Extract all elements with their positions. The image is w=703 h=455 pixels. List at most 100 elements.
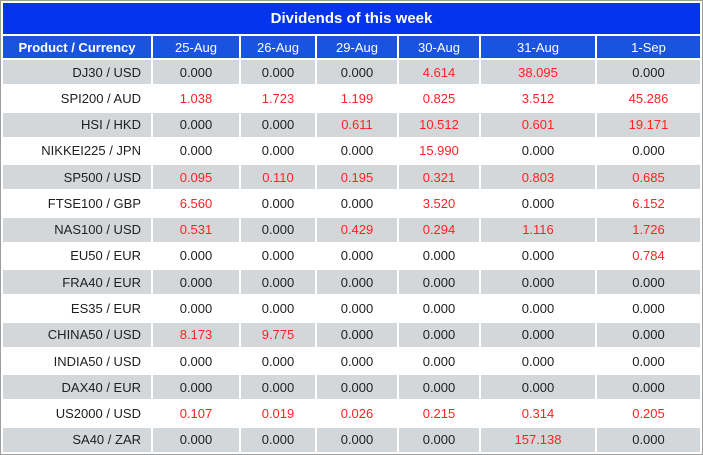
value-cell: 0.000: [481, 243, 595, 269]
value-cell: 0.000: [317, 60, 397, 85]
value-cell: 0.000: [597, 375, 700, 400]
table-row: FTSE100 / GBP 6.560 0.000 0.000 3.520 0.000 6.…: [3, 191, 700, 216]
value-cell: 0.294: [399, 217, 479, 242]
value-cell: 0.205: [597, 401, 700, 426]
product-cell: FRA40 / EUR: [3, 270, 151, 295]
value-cell: 4.614: [399, 60, 479, 85]
value-cell: 0.000: [153, 375, 239, 400]
value-cell: 0.825: [399, 86, 479, 111]
value-cell: 0.000: [241, 296, 315, 321]
value-cell: 0.000: [153, 60, 239, 85]
value-cell: 0.000: [399, 296, 479, 321]
value-cell: 0.000: [481, 138, 595, 164]
value-cell: 3.520: [399, 191, 479, 216]
value-cell: 0.000: [153, 243, 239, 269]
value-cell: 0.000: [597, 427, 700, 452]
value-cell: 0.000: [597, 138, 700, 164]
value-cell: 0.000: [317, 191, 397, 216]
value-cell: 0.000: [481, 348, 595, 374]
value-cell: 0.611: [317, 112, 397, 137]
value-cell: 9.775: [241, 322, 315, 347]
value-cell: 0.000: [241, 60, 315, 85]
value-cell: 0.000: [317, 243, 397, 269]
product-cell: DAX40 / EUR: [3, 375, 151, 400]
value-cell: 0.000: [399, 243, 479, 269]
value-cell: 0.000: [481, 191, 595, 216]
value-cell: 0.000: [153, 270, 239, 295]
value-cell: 0.000: [481, 375, 595, 400]
value-cell: 0.784: [597, 243, 700, 269]
date-column-header: 31-Aug: [481, 36, 595, 58]
value-cell: 0.000: [399, 270, 479, 295]
value-cell: 0.000: [597, 60, 700, 85]
value-cell: 0.803: [481, 165, 595, 190]
value-cell: 0.000: [317, 296, 397, 321]
value-cell: 0.000: [597, 270, 700, 295]
value-cell: 0.000: [399, 348, 479, 374]
value-cell: 0.000: [241, 243, 315, 269]
value-cell: 1.116: [481, 217, 595, 242]
table-row: ES35 / EUR 0.000 0.000 0.000 0.000 0.000 0.000: [3, 296, 700, 321]
value-cell: 0.000: [317, 375, 397, 400]
value-cell: 0.000: [153, 348, 239, 374]
product-cell: NIKKEI225 / JPN: [3, 138, 151, 164]
value-cell: 0.000: [241, 191, 315, 216]
value-cell: 1.199: [317, 86, 397, 111]
table-row: NAS100 / USD 0.531 0.000 0.429 0.294 1.116 1.7…: [3, 217, 700, 242]
value-cell: 0.000: [153, 296, 239, 321]
table-row: HSI / HKD 0.000 0.000 0.611 10.512 0.601 19.17…: [3, 112, 700, 137]
value-cell: 0.000: [241, 138, 315, 164]
value-cell: 0.095: [153, 165, 239, 190]
product-cell: SP500 / USD: [3, 165, 151, 190]
value-cell: 0.000: [153, 138, 239, 164]
value-cell: 0.215: [399, 401, 479, 426]
value-cell: 0.000: [317, 322, 397, 347]
column-header-row: Product / Currency 25-Aug 26-Aug 29-Aug 30-A…: [3, 36, 700, 58]
table-row: FRA40 / EUR 0.000 0.000 0.000 0.000 0.000 0.00…: [3, 270, 700, 295]
table-row: DAX40 / EUR 0.000 0.000 0.000 0.000 0.000 0.00…: [3, 375, 700, 400]
value-cell: 6.152: [597, 191, 700, 216]
table-row: US2000 / USD 0.107 0.019 0.026 0.215 0.314 0.2…: [3, 401, 700, 426]
value-cell: 0.000: [317, 270, 397, 295]
value-cell: 0.000: [481, 322, 595, 347]
table-row: CHINA50 / USD 8.173 9.775 0.000 0.000 0.000 0.…: [3, 322, 700, 347]
product-cell: US2000 / USD: [3, 401, 151, 426]
value-cell: 0.000: [241, 348, 315, 374]
value-cell: 0.321: [399, 165, 479, 190]
value-cell: 0.000: [481, 296, 595, 321]
product-cell: FTSE100 / GBP: [3, 191, 151, 216]
value-cell: 0.000: [241, 217, 315, 242]
value-cell: 0.000: [153, 427, 239, 452]
value-cell: 10.512: [399, 112, 479, 137]
value-cell: 0.110: [241, 165, 315, 190]
value-cell: 1.726: [597, 217, 700, 242]
value-cell: 0.000: [597, 322, 700, 347]
value-cell: 0.601: [481, 112, 595, 137]
value-cell: 0.026: [317, 401, 397, 426]
value-cell: 0.531: [153, 217, 239, 242]
title-row: Dividends of this week: [3, 3, 700, 34]
product-cell: CHINA50 / USD: [3, 322, 151, 347]
value-cell: 0.000: [597, 296, 700, 321]
value-cell: 157.138: [481, 427, 595, 452]
value-cell: 0.000: [241, 270, 315, 295]
value-cell: 15.990: [399, 138, 479, 164]
value-cell: 38.095: [481, 60, 595, 85]
value-cell: 0.314: [481, 401, 595, 426]
value-cell: 45.286: [597, 86, 700, 111]
table-row: DJ30 / USD 0.000 0.000 0.000 4.614 38.095 0.00…: [3, 60, 700, 85]
value-cell: 1.723: [241, 86, 315, 111]
value-cell: 0.000: [317, 348, 397, 374]
value-cell: 0.195: [317, 165, 397, 190]
product-currency-column-header: Product / Currency: [3, 36, 151, 58]
date-column-header: 26-Aug: [241, 36, 315, 58]
value-cell: 0.107: [153, 401, 239, 426]
date-column-header: 1-Sep: [597, 36, 700, 58]
table-row: SPI200 / AUD 1.038 1.723 1.199 0.825 3.512 45.…: [3, 86, 700, 111]
value-cell: 1.038: [153, 86, 239, 111]
value-cell: 8.173: [153, 322, 239, 347]
value-cell: 3.512: [481, 86, 595, 111]
value-cell: 0.000: [317, 138, 397, 164]
